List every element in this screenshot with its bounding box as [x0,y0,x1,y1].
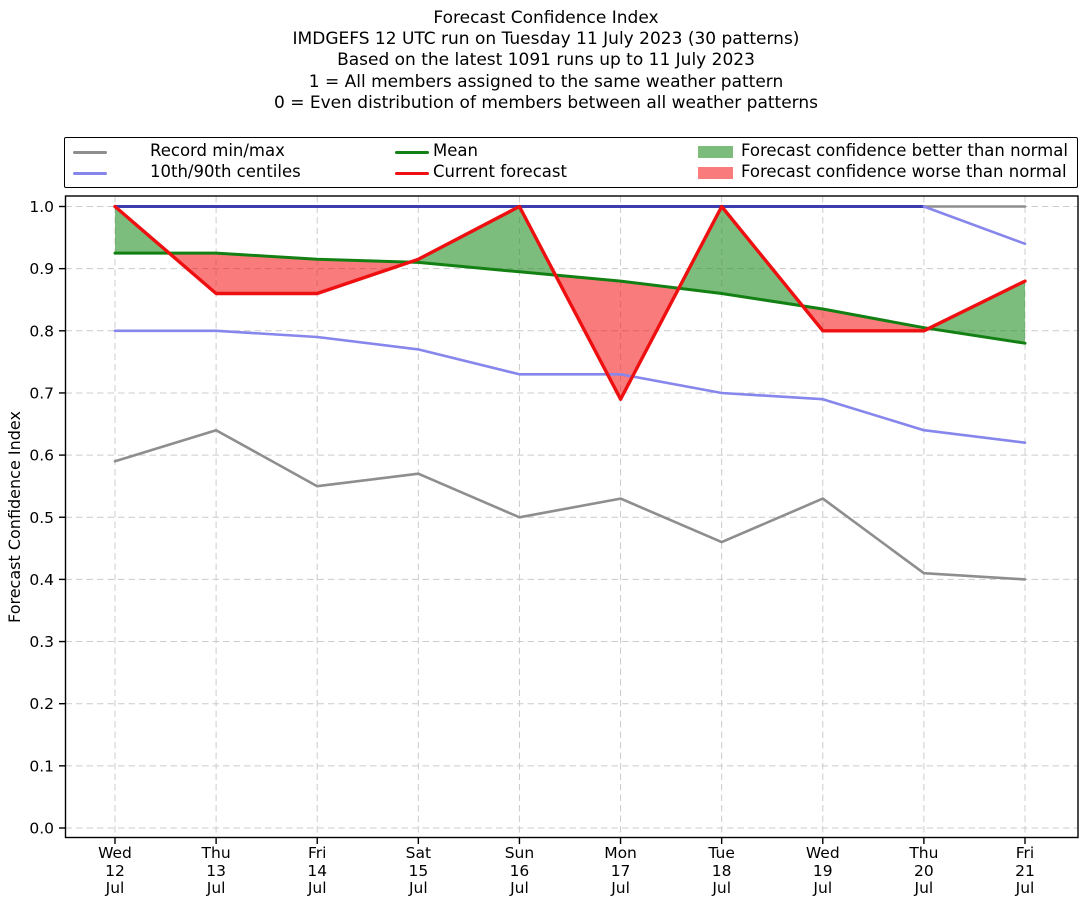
y-tick-label: 0.9 [29,260,54,278]
x-tick-label: Jul [610,879,630,897]
mean-line-swatch [395,150,429,154]
y-tick-label: 0.2 [29,695,54,713]
y-axis-label: Forecast Confidence Index [5,411,24,623]
y-tick-label: 0.6 [29,447,54,465]
chart-title-line-2: IMDGEFS 12 UTC run on Tuesday 11 July 20… [292,29,800,50]
record-minmax-line-swatch [73,150,107,154]
x-tick-label: Wed [806,844,840,862]
x-tick-label: Jul [105,879,125,897]
record-min-line [113,428,1027,581]
x-tick-label: Jul [1015,879,1035,897]
chart-title-line-5: 0 = Even distribution of members between… [273,92,819,113]
better-than-normal-patch-swatch [698,146,733,158]
confidence-better-fill [418,206,520,272]
x-tick-label: Wed [98,844,132,862]
y-tick-label: 1.0 [29,198,54,216]
x-tick-label: 19 [813,862,833,880]
x-tick-label: Tue [707,844,734,862]
confidence-worse-fill [216,253,318,294]
y-tick-label: 0.0 [29,820,54,838]
chart-title-line-4: 1 = All members assigned to the same wea… [308,71,784,92]
confidence-better-fill [928,281,1025,344]
x-tick-label: Sat [406,844,431,862]
x-tick-label: 15 [408,862,428,880]
x-tick-label: Jul [307,879,327,897]
y-tick-label: 0.1 [29,757,54,775]
x-tick-label: Thu [201,844,231,862]
x-tick-label: 17 [611,862,631,880]
x-tick-label: 21 [1015,862,1035,880]
x-tick-label: Jul [914,879,934,897]
legend-label: Forecast confidence better than normal [741,141,1068,160]
y-tick-label: 0.3 [29,633,54,651]
worse-than-normal-patch-swatch [698,167,733,179]
x-tick-label: Fri [1016,844,1034,862]
x-tick-label: Jul [206,879,226,897]
x-tick-label: 13 [206,862,226,880]
mean-line [113,251,1027,345]
chart-title-line-1: Forecast Confidence Index [433,8,659,28]
x-tick-label: 14 [307,862,327,880]
chart-title-block: Forecast Confidence Index IMDGEFS 12 UTC… [0,8,1092,114]
centile-90-line [922,205,1027,246]
x-tick-label: 18 [712,862,732,880]
x-tick-label: Fri [308,844,326,862]
x-tick-label: Jul [408,879,428,897]
current-forecast-line [113,204,1027,401]
x-tick-label: Jul [711,879,731,897]
legend-label: Record min/max [150,141,285,160]
legend-label: Mean [433,141,478,160]
x-tick-label: Thu [908,844,938,862]
y-tick-label: 0.4 [29,571,54,589]
legend-label: Forecast confidence worse than normal [741,162,1067,181]
x-tick-label: Jul [812,879,832,897]
legend-label: 10th/90th centiles [150,162,301,181]
x-tick-label: Mon [604,844,637,862]
x-tick-label: 16 [510,862,530,880]
centile-10-line [113,329,1027,445]
x-tick-label: 20 [914,862,934,880]
x-tick-label: Jul [509,879,529,897]
x-tick-label: 12 [105,862,125,880]
current-forecast-line-swatch [395,171,429,175]
chart-title-line-3: Based on the latest 1091 runs up to 11 J… [337,50,755,71]
y-tick-label: 0.8 [29,322,54,340]
x-tick-label: Sun [505,844,535,862]
centiles-line-swatch [73,171,107,175]
y-tick-label: 0.5 [29,509,54,527]
legend-label: Current forecast [433,162,567,181]
y-tick-label: 0.7 [29,384,54,402]
legend: Record min/max 10th/90th centiles Mean C… [64,137,1078,188]
